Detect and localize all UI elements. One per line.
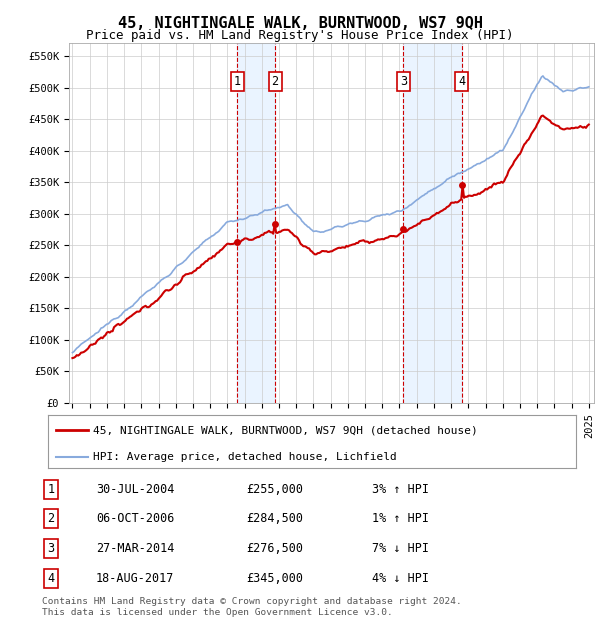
Text: 3: 3 [400,74,407,87]
Text: 1: 1 [47,482,55,495]
Text: 4: 4 [458,74,466,87]
Text: 3: 3 [47,542,55,555]
Text: 4: 4 [47,572,55,585]
Text: 1% ↑ HPI: 1% ↑ HPI [372,512,429,525]
Text: 45, NIGHTINGALE WALK, BURNTWOOD, WS7 9QH: 45, NIGHTINGALE WALK, BURNTWOOD, WS7 9QH [118,16,482,30]
Text: Price paid vs. HM Land Registry's House Price Index (HPI): Price paid vs. HM Land Registry's House … [86,29,514,42]
Text: 7% ↓ HPI: 7% ↓ HPI [372,542,429,555]
Text: 45, NIGHTINGALE WALK, BURNTWOOD, WS7 9QH (detached house): 45, NIGHTINGALE WALK, BURNTWOOD, WS7 9QH… [93,425,478,435]
Bar [403,43,462,403]
Text: 4% ↓ HPI: 4% ↓ HPI [372,572,429,585]
Text: £345,000: £345,000 [246,572,303,585]
Text: 2: 2 [47,512,55,525]
Bar [237,43,275,403]
Text: Contains HM Land Registry data © Crown copyright and database right 2024.
This d: Contains HM Land Registry data © Crown c… [42,598,462,617]
Text: £276,500: £276,500 [246,542,303,555]
Text: 1: 1 [233,74,241,87]
Text: 06-OCT-2006: 06-OCT-2006 [96,512,175,525]
Text: 2: 2 [271,74,278,87]
Text: 3% ↑ HPI: 3% ↑ HPI [372,482,429,495]
Text: 30-JUL-2004: 30-JUL-2004 [96,482,175,495]
Text: 27-MAR-2014: 27-MAR-2014 [96,542,175,555]
Text: HPI: Average price, detached house, Lichfield: HPI: Average price, detached house, Lich… [93,451,397,461]
Text: 18-AUG-2017: 18-AUG-2017 [96,572,175,585]
Text: £255,000: £255,000 [246,482,303,495]
Text: £284,500: £284,500 [246,512,303,525]
